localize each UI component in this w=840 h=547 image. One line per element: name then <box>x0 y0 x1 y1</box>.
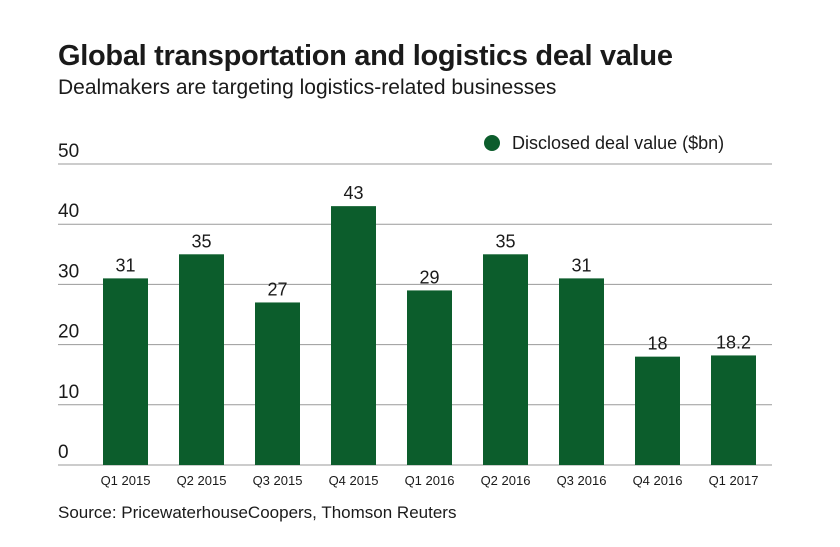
source-note: Source: PricewaterhouseCoopers, Thomson … <box>58 503 457 522</box>
bars <box>103 206 756 465</box>
x-tick-label: Q2 2016 <box>481 473 531 488</box>
y-tick-label: 10 <box>58 382 79 403</box>
x-tick-label: Q2 2015 <box>177 473 227 488</box>
y-tick-label: 30 <box>58 261 79 282</box>
legend-label: Disclosed deal value ($bn) <box>512 133 724 153</box>
data-label: 43 <box>343 183 363 203</box>
data-label: 31 <box>571 255 591 275</box>
y-axis-ticks: 0 10 20 30 40 50 <box>58 141 79 463</box>
data-label: 35 <box>191 231 211 251</box>
bar <box>255 302 300 465</box>
x-axis-ticks: Q1 2015 Q2 2015 Q3 2015 Q4 2015 Q1 2016 Q2 20… <box>101 473 759 488</box>
bar <box>635 356 680 465</box>
bar <box>483 254 528 465</box>
data-label: 31 <box>115 255 135 275</box>
x-tick-label: Q3 2015 <box>253 473 303 488</box>
x-tick-label: Q4 2016 <box>633 473 683 488</box>
data-label: 29 <box>419 267 439 287</box>
y-tick-label: 0 <box>58 442 69 463</box>
legend-marker <box>484 135 500 151</box>
bar <box>711 355 756 465</box>
chart-subtitle: Dealmakers are targeting logistics-relat… <box>58 76 557 99</box>
bar <box>331 206 376 465</box>
x-tick-label: Q1 2017 <box>709 473 759 488</box>
bar <box>103 278 148 465</box>
x-tick-label: Q3 2016 <box>557 473 607 488</box>
data-label: 27 <box>267 279 287 299</box>
data-label: 35 <box>495 231 515 251</box>
x-tick-label: Q4 2015 <box>329 473 379 488</box>
x-tick-label: Q1 2016 <box>405 473 455 488</box>
data-label: 18.2 <box>716 332 751 352</box>
y-tick-label: 40 <box>58 201 79 222</box>
chart-title: Global transportation and logistics deal… <box>58 40 673 72</box>
data-labels: 31 35 27 43 29 35 31 18 18.2 <box>115 183 751 354</box>
bar <box>407 290 452 465</box>
data-label: 18 <box>647 334 667 354</box>
y-tick-label: 20 <box>58 322 79 343</box>
legend: Disclosed deal value ($bn) <box>484 133 724 153</box>
y-tick-label: 50 <box>58 141 79 162</box>
bar <box>559 278 604 465</box>
bar <box>179 254 224 465</box>
x-tick-label: Q1 2015 <box>101 473 151 488</box>
